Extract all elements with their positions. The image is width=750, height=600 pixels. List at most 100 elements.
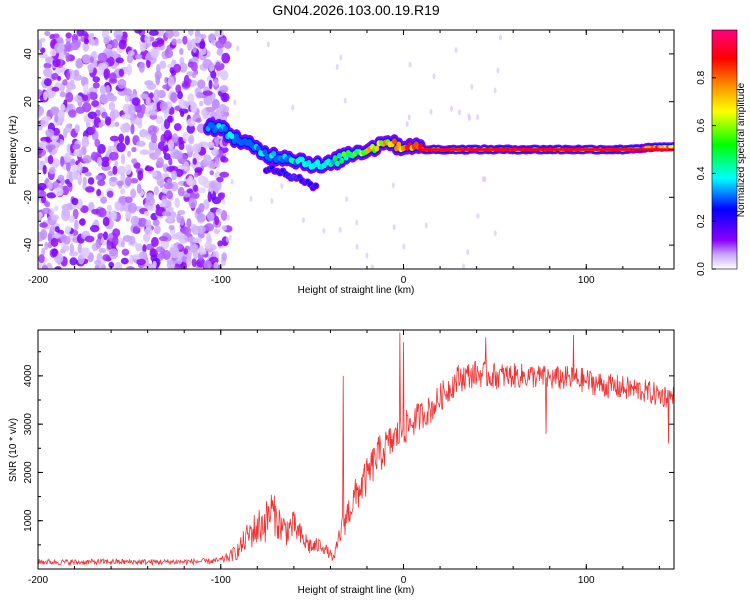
noise-cell	[162, 250, 171, 261]
noise-cell	[58, 109, 65, 120]
noise-cell	[172, 30, 180, 37]
x-tick-label: -100	[211, 275, 231, 286]
noise-cell	[454, 47, 458, 54]
noise-cell	[114, 160, 119, 167]
noise-cell	[215, 61, 221, 72]
noise-cell	[38, 182, 47, 191]
noise-cell	[408, 61, 412, 68]
noise-cell	[39, 190, 47, 199]
noise-cell	[190, 102, 198, 114]
x-tick-label: 0	[401, 575, 407, 586]
noise-cell	[103, 231, 109, 241]
noise-cell	[50, 237, 59, 247]
noise-cell	[199, 100, 204, 107]
noise-cell	[215, 208, 223, 215]
noise-cell	[466, 249, 470, 256]
noise-cell	[108, 261, 115, 269]
noise-cell	[44, 30, 51, 37]
noise-cell	[132, 226, 139, 234]
noise-cell	[102, 216, 110, 227]
noise-cell	[107, 204, 112, 212]
noise-cell	[116, 180, 125, 187]
noise-cell	[47, 180, 53, 190]
noise-cell	[180, 110, 185, 118]
noise-cell	[214, 135, 220, 147]
noise-cell	[106, 242, 113, 250]
noise-cell	[131, 158, 138, 165]
noise-cell	[176, 256, 183, 265]
noise-cell	[169, 246, 179, 256]
noise-cell	[128, 235, 136, 245]
noise-cell	[92, 67, 98, 76]
noise-cell	[112, 165, 118, 175]
noise-cell	[152, 260, 157, 269]
noise-cell	[177, 186, 185, 197]
noise-cell	[148, 140, 158, 151]
noise-cell	[46, 192, 57, 199]
noise-cell	[97, 143, 106, 154]
noise-cell	[77, 162, 83, 173]
noise-cell	[144, 262, 150, 269]
noise-cell	[127, 105, 136, 116]
noise-cell	[114, 121, 120, 127]
noise-cell	[192, 143, 202, 154]
noise-cell	[215, 108, 224, 119]
noise-cell	[115, 34, 122, 42]
noise-cell	[355, 219, 359, 226]
noise-cell	[53, 232, 62, 239]
noise-cell	[211, 148, 219, 157]
noise-cell	[167, 115, 173, 123]
noise-cell	[194, 87, 202, 94]
noise-cell	[199, 40, 206, 50]
noise-cell	[51, 86, 60, 92]
noise-cell	[126, 266, 135, 269]
noise-cell	[156, 157, 164, 168]
noise-cell	[70, 158, 76, 164]
noise-cell	[216, 176, 224, 183]
noise-cell	[196, 257, 206, 268]
noise-cell	[139, 128, 149, 138]
noise-cell	[140, 93, 149, 99]
noise-cell	[112, 228, 121, 238]
noise-cell	[206, 232, 212, 243]
noise-cell	[125, 211, 132, 220]
noise-cell	[152, 218, 160, 227]
spectral-cell	[223, 125, 229, 132]
noise-cell	[88, 201, 95, 212]
noise-cell	[189, 191, 200, 200]
noise-cell	[150, 248, 156, 255]
noise-cell	[186, 256, 192, 268]
noise-cell	[498, 34, 502, 41]
noise-cell	[185, 144, 193, 153]
noise-cell	[405, 121, 409, 128]
noise-cell	[84, 235, 95, 243]
noise-cell	[172, 133, 179, 144]
noise-cell	[43, 62, 52, 69]
noise-cell	[71, 197, 79, 206]
noise-cell	[95, 238, 102, 249]
noise-cell	[188, 134, 195, 145]
noise-cell	[103, 68, 111, 80]
spectral-cell	[315, 159, 321, 166]
noise-cell	[174, 197, 180, 208]
colorbar-tick-label: 0.6	[696, 118, 707, 132]
noise-cell	[163, 182, 173, 190]
noise-cell	[145, 219, 152, 231]
noise-cell	[197, 175, 208, 186]
colorbar-tick-label: 0.2	[696, 214, 707, 228]
noise-cell	[202, 90, 213, 96]
noise-cell	[89, 224, 100, 233]
noise-cell	[50, 106, 60, 116]
noise-cell	[345, 196, 349, 203]
noise-cell	[355, 243, 359, 250]
noise-cell	[137, 217, 148, 227]
noise-cell	[87, 177, 95, 185]
noise-cell	[192, 158, 197, 165]
noise-cell	[109, 210, 117, 221]
x-tick-label: 100	[578, 575, 595, 586]
noise-cell	[159, 60, 167, 70]
snr-series-line	[38, 332, 674, 567]
noise-cell	[188, 197, 198, 209]
noise-cell	[65, 92, 74, 103]
